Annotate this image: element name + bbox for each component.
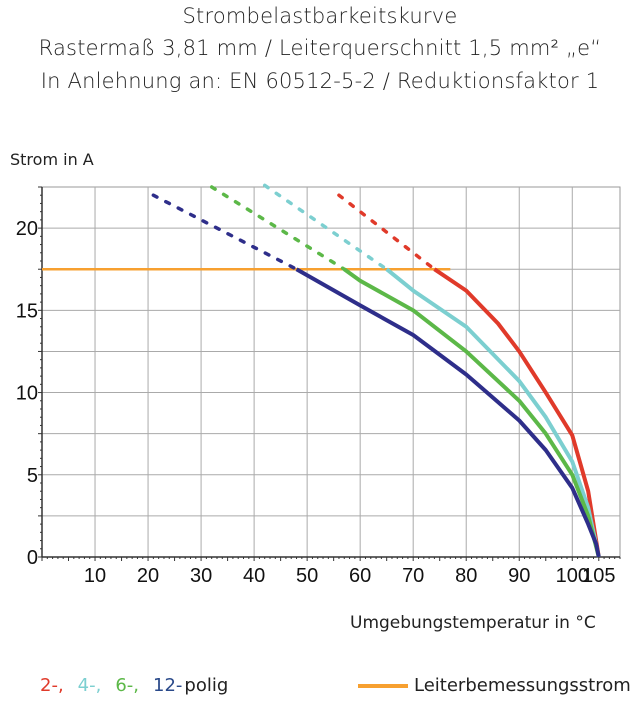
y-axis-label: Strom in A [10, 150, 94, 169]
series-line [343, 267, 601, 558]
x-tick-label: 70 [402, 565, 424, 587]
x-axis-label: Umgebungstemperatur in °C [350, 613, 596, 633]
legend-series-entry: 4-, [77, 675, 102, 696]
series-dashed-extension [209, 185, 347, 271]
legend-series-entry: 2-, [40, 675, 64, 696]
y-tick-label: 5 [27, 465, 38, 487]
x-tick-label: 100 [556, 565, 589, 587]
legend-series: 2-, 4-, 6-, 12- polig [40, 675, 228, 696]
series-dashed-extension [262, 183, 389, 271]
chart-subtitle-2: In Anlehnung an: EN 60512-5-2 / Reduktio… [40, 69, 600, 93]
x-tick-label: 10 [84, 565, 106, 587]
x-tick-label: 50 [296, 565, 318, 587]
legend-rated-label: Leiterbemessungsstrom [414, 675, 631, 696]
chart-subtitle-1: Rastermaß 3,81 mm / Leiterquerschnitt 1,… [38, 36, 602, 60]
x-tick-label: 20 [137, 565, 159, 587]
y-tick-label: 20 [16, 218, 38, 240]
legend-orange-line [358, 684, 408, 688]
series-line [295, 267, 601, 558]
x-tick-label: 40 [243, 565, 265, 587]
series-line [433, 267, 601, 558]
x-tick-label: 30 [190, 565, 212, 587]
x-tick-label: 80 [455, 565, 477, 587]
legend-series-entry: 12- [153, 675, 183, 696]
y-tick-label: 15 [16, 300, 38, 322]
x-tick-label: 105 [582, 565, 615, 587]
y-tick-label: 10 [16, 383, 38, 405]
legend-series-entry: 6-, [115, 675, 140, 696]
y-tick-label: 0 [27, 547, 38, 569]
x-tick-label: 90 [508, 565, 530, 587]
series-dashed-extension [337, 193, 437, 271]
series-line [385, 267, 601, 558]
legend-rated-current: Leiterbemessungsstrom [358, 675, 631, 696]
x-tick-label: 60 [349, 565, 371, 587]
chart-title: Strombelastbarkeitskurve [182, 4, 458, 28]
series-dashed-extension [151, 193, 299, 271]
legend-suffix: polig [184, 675, 229, 696]
